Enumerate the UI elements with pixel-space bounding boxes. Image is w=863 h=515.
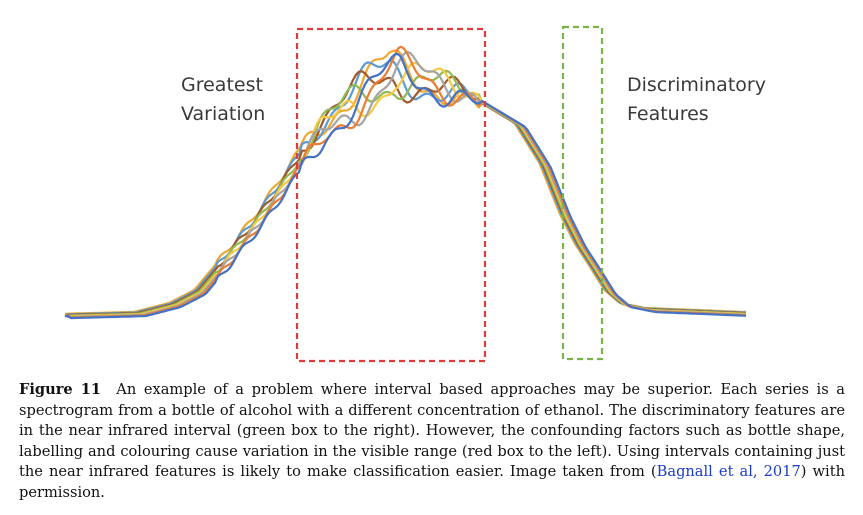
discriminatory-features-box [561,25,604,361]
citation-link[interactable]: Bagnall et al, 2017 [656,463,801,481]
spectrogram-series-group [64,45,747,320]
spectrogram-figure: Greatest Variation Discriminatory Featur… [64,25,766,363]
greatest-variation-label-line2: Variation [181,103,265,125]
greatest-variation-label-line1: Greatest [181,74,263,96]
greatest-variation-box [295,27,487,363]
discriminatory-features-label-line2: Features [627,103,709,125]
caption-text-before: An example of a problem where interval b… [19,381,846,481]
spectrogram-series-line [64,59,746,316]
figure-caption: Figure 11 An example of a problem where … [19,380,845,504]
figure-number: Figure 11 [19,381,102,398]
discriminatory-features-label-line1: Discriminatory [627,74,766,96]
caption-text-after: ) with permission. [19,463,845,501]
spectrogram-series-line [65,53,747,320]
